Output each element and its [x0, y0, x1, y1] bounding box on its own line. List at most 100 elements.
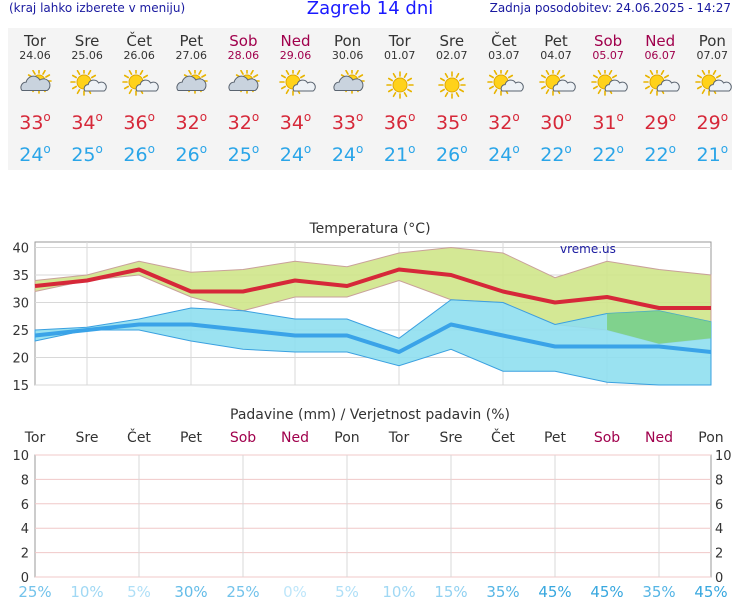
y-tick-label: 35	[12, 269, 29, 284]
sun-shape	[437, 71, 466, 99]
day-date: 24.06	[19, 49, 51, 62]
max-temperature: 36o	[374, 104, 426, 136]
max-temperature-value: 29	[644, 112, 669, 134]
max-temperature-value: 35	[436, 112, 461, 134]
max-temperature: 36o	[113, 104, 165, 136]
probability-label: 45%	[538, 583, 571, 600]
sun-ray	[664, 74, 670, 79]
degree-symbol: o	[460, 142, 468, 156]
sun-ray	[444, 91, 449, 98]
degree-symbol: o	[668, 110, 676, 124]
partly-sunny-icon	[695, 70, 733, 96]
day-name: Pet	[544, 32, 568, 50]
sun-ray	[280, 74, 286, 79]
degree-symbol: o	[147, 142, 155, 156]
y-tick-label-left: 6	[21, 498, 29, 513]
min-temperature: 21o	[686, 136, 738, 168]
probability-label: 35%	[486, 583, 519, 600]
sun-ray	[392, 91, 396, 98]
sun-ray	[201, 74, 207, 78]
max-temperature-value: 31	[592, 112, 617, 134]
cloud-outline	[135, 79, 159, 92]
sun-ray	[701, 88, 706, 95]
max-temperature-line	[34, 267, 711, 310]
cloud-outline	[500, 79, 524, 92]
probability-label: 45%	[694, 583, 727, 600]
sun-ray	[444, 72, 449, 79]
cloud-outline	[83, 79, 107, 92]
sun-ray	[545, 88, 550, 95]
max-temperature-value: 33	[331, 112, 357, 134]
day-date: 07.07	[696, 49, 729, 62]
cloud-outline	[333, 75, 364, 91]
sun-ray	[253, 74, 259, 78]
x-tick-label: Sob	[230, 430, 256, 446]
y-tick-label: 40	[12, 242, 29, 257]
partly-sunny-icon	[539, 70, 576, 96]
sun-ray	[387, 88, 393, 93]
min-temperature: 24o	[270, 136, 322, 168]
day-date: 06.07	[644, 49, 676, 62]
partly-sunny-icon	[122, 70, 159, 96]
max-temperature-value: 30	[540, 112, 565, 134]
probability-label: 5%	[335, 583, 359, 600]
sun-ray	[387, 77, 393, 82]
sun-ray	[198, 70, 203, 75]
cloud-shape	[176, 75, 207, 91]
min-temperature-value: 24	[279, 144, 304, 166]
probability-label: 25%	[18, 583, 51, 600]
min-temperature-value: 25	[227, 144, 252, 166]
x-tick-label: Čet	[127, 428, 151, 446]
min-temperature: 22o	[582, 136, 634, 168]
probability-label: 15%	[434, 583, 467, 600]
min-temperature: 24o	[478, 136, 530, 168]
sun-ray	[439, 88, 445, 93]
cloudy-sun-icon	[20, 70, 52, 94]
y-tick-label-right: 10	[715, 449, 732, 464]
max-temperature: 30o	[530, 104, 582, 136]
sun-shape	[643, 70, 671, 96]
sun-icon	[385, 71, 414, 99]
sun-ray	[439, 77, 445, 82]
sun-ray	[280, 85, 286, 90]
min-temperature-value: 24	[488, 144, 513, 166]
y-tick-label-left: 10	[12, 449, 29, 464]
day-column: Čet 03.07 32o 24o	[478, 34, 530, 168]
partly-sunny-icon	[487, 70, 524, 96]
cloudy-sun-icon	[228, 70, 261, 94]
degree-symbol: o	[303, 142, 312, 156]
min-temperature: 22o	[634, 136, 686, 168]
day-date: 26.06	[123, 49, 155, 62]
cloud-outline	[228, 75, 259, 91]
location-hint[interactable]: (kraj lahko izberete v meniju)	[9, 1, 186, 15]
day-column: Sre 02.07 35o 26o	[426, 34, 478, 168]
sun-ray	[392, 72, 396, 79]
day-name: Čet	[491, 32, 517, 50]
degree-symbol: o	[564, 142, 572, 156]
day-date: 29.06	[279, 49, 312, 62]
min-temperature: 21o	[374, 136, 426, 168]
sun-ray	[32, 70, 36, 75]
y-tick-label-right: 0	[715, 571, 723, 586]
sun-ray	[455, 91, 460, 98]
probability-label: 45%	[590, 583, 623, 600]
sun-ray	[612, 74, 618, 79]
sun-disc	[392, 77, 408, 93]
sun-ray	[128, 70, 133, 76]
y-tick-label-left: 2	[21, 547, 29, 562]
x-tick-label: Tor	[388, 430, 410, 446]
max-temperature: 33o	[9, 104, 61, 136]
max-temperature: 34o	[61, 104, 113, 136]
max-temperature-value: 32	[227, 112, 252, 134]
sun-ray	[697, 85, 703, 90]
partly-sunny-icon	[591, 70, 628, 96]
day-name: Tor	[24, 32, 46, 50]
max-temperature: 29o	[634, 104, 686, 136]
cloudy-sun-icon	[176, 70, 209, 94]
min-temperature: 26o	[113, 136, 165, 168]
day-name: Sre	[439, 32, 465, 50]
day-name: Ned	[645, 32, 676, 50]
day-date: 05.07	[592, 49, 624, 62]
sun-ray	[458, 88, 464, 93]
probability-label: 35%	[642, 583, 675, 600]
